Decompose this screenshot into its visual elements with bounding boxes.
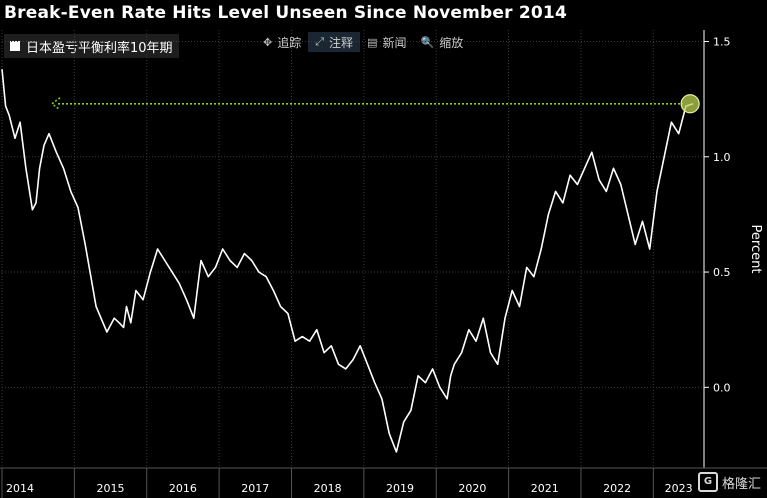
crosshair-icon: ✥ [263, 35, 273, 49]
x-tick-label: 2015 [97, 482, 125, 495]
x-tick-label: 2014 [6, 482, 34, 495]
legend-swatch [10, 41, 20, 51]
y-tick-label: 1.5 [713, 36, 731, 49]
chart-title: Break-Even Rate Hits Level Unseen Since … [4, 3, 567, 23]
news-button[interactable]: ▤ 新闻 [360, 32, 413, 52]
news-icon: ▤ [367, 35, 378, 49]
zoom-button[interactable]: 🔍 缩放 [413, 32, 470, 52]
grid-layer [1, 30, 704, 468]
x-tick-label: 2021 [531, 482, 559, 495]
annotate-label: 注释 [329, 35, 354, 50]
x-tick-label: 2019 [386, 482, 414, 495]
y-tick-label: 0.0 [713, 381, 731, 394]
x-tick-label: 2018 [314, 482, 342, 495]
legend-label: 日本盈亏平衡利率10年期 [26, 40, 173, 56]
y-tick-label: 1.0 [713, 151, 731, 164]
reference-arrow-icon [50, 97, 61, 111]
zoom-label: 缩放 [439, 35, 464, 50]
news-label: 新闻 [382, 35, 407, 50]
series-line [1, 69, 694, 453]
watermark-logo-icon: G [697, 472, 718, 492]
axes-layer: 1.5 1.0 0.5 0.0 2014 2015 2016 2017 2018 2019 2020… [0, 30, 767, 498]
chart-toolbar: ✥ 追踪 ⤢ 注释 ▤ 新闻 🔍 缩放 [256, 32, 470, 52]
latest-value-marker [680, 94, 700, 114]
x-tick-label: 2023 [665, 482, 693, 495]
watermark: G 格隆汇 [697, 472, 761, 492]
annotate-icon: ⤢ [315, 35, 325, 48]
zoom-icon: 🔍 [420, 35, 435, 49]
legend: 日本盈亏平衡利率10年期 [4, 34, 179, 58]
track-button[interactable]: ✥ 追踪 [256, 32, 308, 52]
watermark-text: 格隆汇 [721, 476, 761, 492]
annotate-button[interactable]: ⤢ 注释 [308, 32, 361, 52]
annotation-layer [50, 94, 700, 114]
x-tick-label: 2020 [458, 482, 486, 495]
track-label: 追踪 [277, 35, 302, 50]
x-tick-label: 2016 [169, 482, 197, 495]
x-tick-label: 2017 [241, 482, 269, 495]
y-tick-label: 0.5 [713, 266, 731, 279]
y-axis-label: Percent [748, 225, 763, 274]
x-tick-label: 2022 [603, 482, 631, 495]
series-layer [1, 69, 694, 453]
